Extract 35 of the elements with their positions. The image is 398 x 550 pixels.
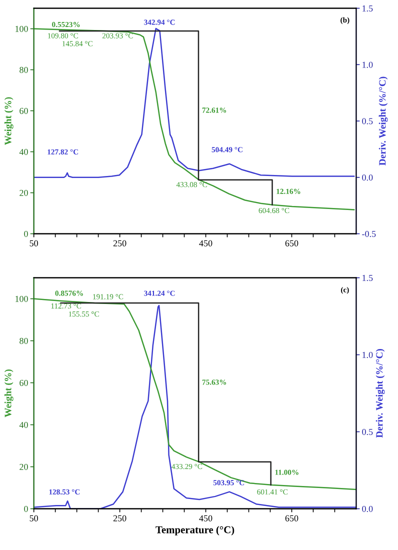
y-tick-label: 0 (24, 230, 28, 237)
y-tick-label: 100 (16, 296, 28, 302)
y2-tick-label: 1.5 (362, 5, 373, 12)
y2-tick-label: 1.5 (362, 274, 373, 282)
y2-tick-label: 1.0 (362, 352, 373, 358)
x-tick-label: 450 (199, 240, 212, 246)
x-tick-label: 50 (30, 240, 38, 246)
y-tick-label: 20 (20, 190, 28, 196)
y2-tick-label: 0.5 (362, 428, 373, 436)
y2-axis-title: Deriv. Weight (%/°C) (378, 76, 388, 166)
y2-tick-label: 0.5 (362, 118, 373, 124)
y-tick-label: 80 (20, 338, 28, 344)
y2-tick-label: 0.0 (362, 174, 373, 181)
x-tick-label: 450 (199, 515, 212, 522)
y-axis-title: Weight (%) (4, 97, 14, 146)
y-tick-label: 60 (20, 380, 28, 386)
y-tick-label: 100 (16, 26, 28, 32)
y-tick-label: 40 (19, 148, 28, 155)
y-tick-label: 0 (24, 506, 28, 512)
y-tick-label: 80 (20, 66, 28, 73)
y-tick-label: 20 (20, 464, 28, 470)
y2-axis-title: Deriv. Weight (%/°C) (376, 349, 385, 438)
y2-tick-label: 1.0 (362, 62, 373, 68)
y-tick-label: 40 (19, 422, 28, 428)
x-tick-label: 250 (113, 515, 126, 522)
y-axis-title: Weight (%) (4, 370, 14, 418)
line-series (34, 28, 355, 178)
y-tick-label: 60 (20, 108, 28, 114)
x-tick-label: 650 (285, 515, 298, 522)
x-tick-label: 250 (113, 240, 126, 246)
y2-tick-label: -0.5 (362, 230, 376, 238)
x-axis-title: Temperature (°C) (156, 526, 234, 536)
y2-tick-label: 0.0 (362, 506, 373, 512)
x-tick-label: 50 (30, 515, 38, 522)
x-tick-label: 650 (285, 240, 298, 246)
